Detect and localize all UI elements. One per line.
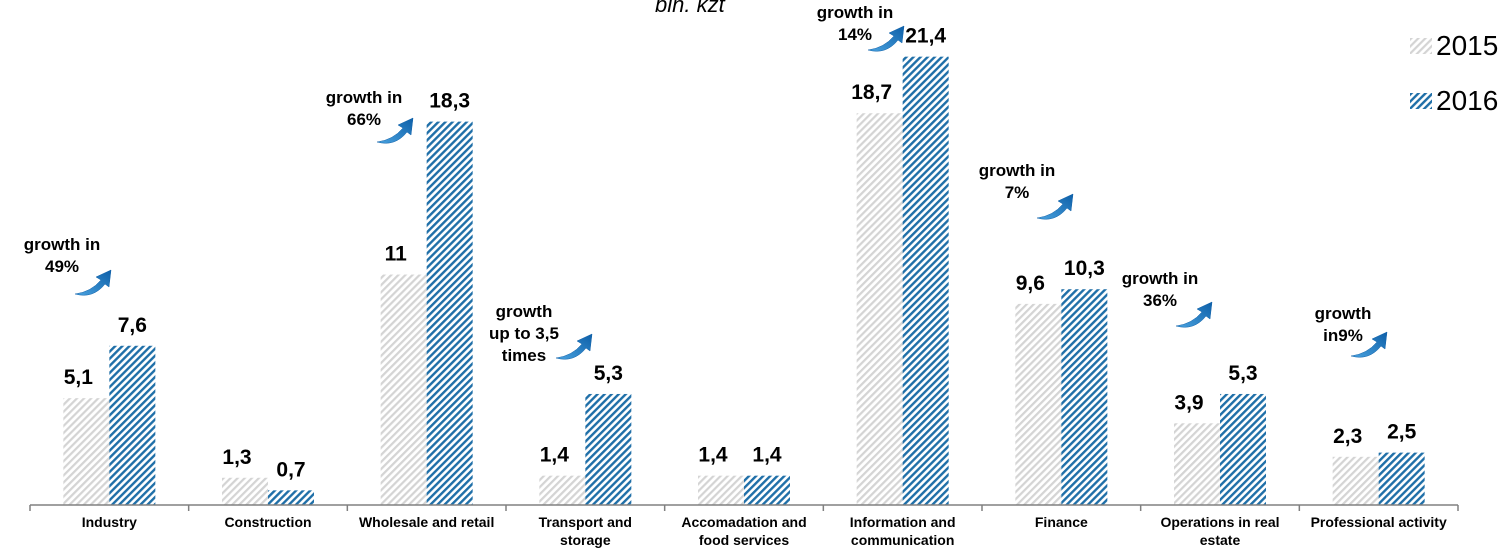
- x-tick-label-6: Finance: [1035, 514, 1088, 530]
- data-label-2016-6: 10,3: [1064, 257, 1105, 280]
- growth-annotation-5: growth in 36%: [1122, 269, 1198, 310]
- bar-2015-5: [856, 113, 903, 506]
- legend-label-2016: 2016: [1436, 84, 1499, 116]
- bar-2016-3: [585, 393, 632, 505]
- unit-label: bln. kzt: [655, 0, 725, 17]
- data-label-2015-6: 9,6: [1016, 272, 1045, 295]
- growth-annotation-3: growth in 14%: [817, 3, 893, 44]
- x-tick-label-4: Accomadation and food services: [681, 514, 806, 548]
- growth-arrow-icon-2: [555, 333, 593, 360]
- growth-annotation-2: growth up to 3,5 times: [489, 302, 559, 365]
- bar-2016-7: [1220, 393, 1266, 505]
- x-tick-label-2: Wholesale and retail: [359, 514, 494, 530]
- data-label-2016-3: 5,3: [594, 362, 623, 385]
- legend-swatch-2015: [1410, 37, 1432, 54]
- growth-arrow-icon-1: [376, 117, 414, 144]
- bar-2015-0: [63, 398, 110, 505]
- data-label-2016-2: 18,3: [429, 90, 470, 113]
- x-tick-label-7: Operations in real estate: [1160, 514, 1279, 548]
- bar-2016-6: [1061, 289, 1108, 505]
- data-label-2016-5: 21,4: [905, 25, 946, 48]
- data-label-2015-5: 18,7: [851, 81, 892, 104]
- bar-2015-6: [1015, 303, 1062, 505]
- growth-arrow-icon-0: [74, 269, 112, 296]
- growth-arrow-icon-6: [1350, 331, 1388, 358]
- legend-item-2016: 2016: [1410, 73, 1498, 128]
- bar-2015-1: [222, 477, 268, 505]
- bar-2015-4: [698, 475, 744, 505]
- bar-2015-3: [539, 475, 586, 505]
- growth-annotation-4: growth in 7%: [979, 161, 1055, 202]
- bar-2016-1: [268, 490, 314, 505]
- bar-2016-0: [109, 345, 156, 505]
- data-label-2015-2: 11: [385, 243, 408, 266]
- growth-annotation-1: growth in 66%: [326, 88, 402, 129]
- data-label-2015-0: 5,1: [64, 366, 94, 389]
- legend-item-2015: 2015: [1410, 18, 1498, 73]
- x-tick-label-0: Industry: [82, 514, 137, 530]
- bar-2015-7: [1174, 423, 1220, 505]
- data-label-2016-7: 5,3: [1228, 362, 1257, 385]
- growth-arrow-icon-5: [1175, 301, 1213, 328]
- legend: 2015 2016: [1410, 18, 1498, 128]
- growth-annotation-0: growth in 49%: [24, 235, 100, 276]
- data-label-2016-0: 7,6: [118, 314, 147, 337]
- growth-annotation-6: growth in9%: [1315, 304, 1372, 345]
- growth-arrow-icon-4: [1036, 193, 1074, 220]
- data-label-2015-7: 3,9: [1174, 391, 1203, 414]
- x-tick-label-5: Information and communication: [850, 514, 956, 548]
- data-label-2015-4: 1,4: [698, 444, 728, 467]
- bar-2016-5: [902, 56, 949, 506]
- bar-2016-2: [426, 121, 473, 506]
- data-label-2015-8: 2,3: [1333, 425, 1362, 448]
- legend-label-2015: 2015: [1436, 29, 1499, 61]
- data-label-2015-1: 1,3: [222, 446, 251, 469]
- data-label-2016-8: 2,5: [1387, 421, 1417, 444]
- legend-swatch-2016: [1410, 92, 1432, 109]
- x-tick-label-1: Construction: [224, 514, 311, 530]
- data-label-2015-3: 1,4: [540, 444, 570, 467]
- data-label-2016-4: 1,4: [752, 444, 782, 467]
- x-tick-label-3: Transport and storage: [539, 514, 632, 548]
- bar-2015-2: [380, 274, 427, 505]
- data-label-2016-1: 0,7: [276, 458, 305, 481]
- x-tick-label-8: Professional activity: [1311, 514, 1447, 530]
- bar-2015-8: [1332, 456, 1379, 505]
- bar-2016-4: [744, 475, 790, 505]
- bar-2016-8: [1378, 452, 1425, 505]
- growth-arrow-icon-3: [867, 25, 905, 52]
